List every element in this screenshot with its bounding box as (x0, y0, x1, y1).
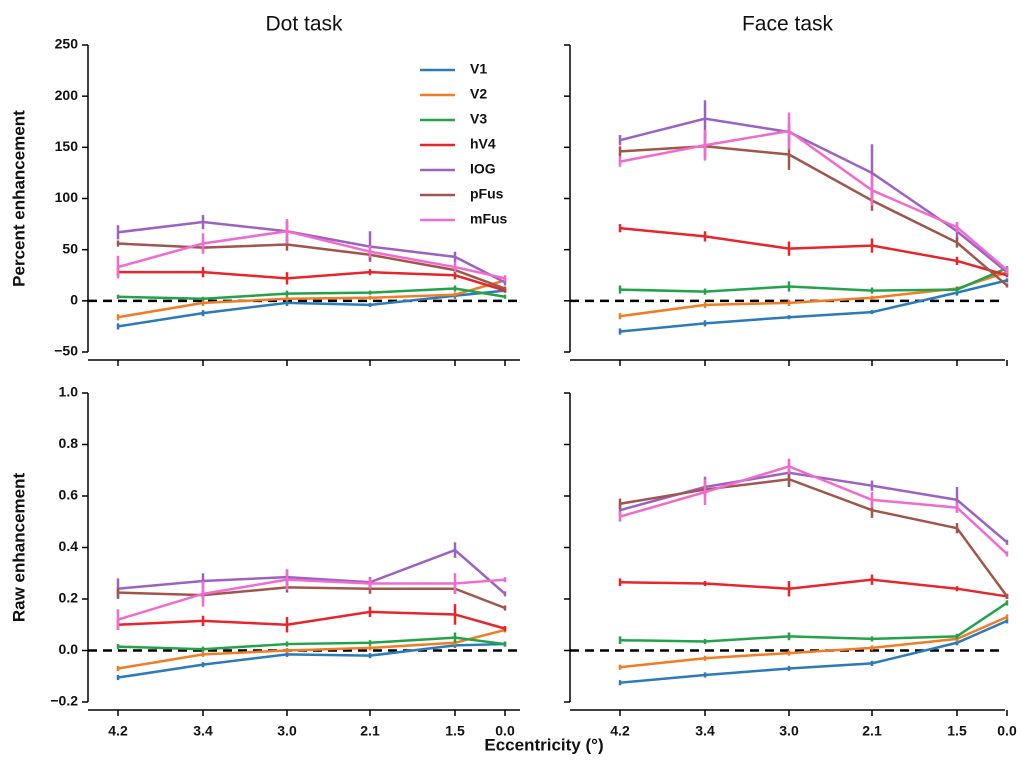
series-line (117, 628, 506, 670)
y-tick-label: 0.0 (59, 641, 79, 657)
y-tick-label: −50 (54, 343, 78, 359)
x-tick-label: 3.0 (277, 723, 297, 739)
series-line (619, 145, 1008, 287)
y-tick-label: 0.8 (59, 435, 79, 451)
y-tick-label: 1.0 (59, 384, 79, 400)
legend-label: IOG (470, 161, 496, 177)
series-line (117, 548, 506, 595)
y-tick-label: 0 (70, 292, 78, 308)
x-tick-label: 0.0 (997, 723, 1017, 739)
legend-label: pFus (470, 186, 504, 202)
series-line (619, 465, 1008, 555)
y-tick-label: −0.2 (50, 693, 78, 709)
series-line (619, 226, 1008, 277)
series-line (117, 642, 506, 679)
x-axis-label: Eccentricity (°) (484, 735, 603, 754)
x-tick-label: 4.2 (108, 723, 128, 739)
legend-label: V1 (470, 61, 487, 77)
y-axis-label: Raw enhancement (9, 473, 28, 623)
legend-label: mFus (470, 211, 508, 227)
series-line (619, 117, 1008, 274)
series-line (619, 477, 1009, 598)
series-line (619, 578, 1008, 598)
series-line (619, 129, 1008, 272)
x-tick-label: 2.1 (862, 723, 882, 739)
legend-label: V3 (470, 111, 487, 127)
series-line (619, 279, 1008, 333)
series-line (117, 287, 506, 301)
x-tick-label: 0.0 (495, 723, 515, 739)
y-tick-label: 150 (55, 138, 79, 154)
x-tick-label: 3.4 (193, 723, 213, 739)
y-tick-label: 100 (55, 189, 79, 205)
x-tick-label: 1.5 (445, 723, 465, 739)
y-tick-label: 0.6 (59, 487, 79, 503)
series-line (117, 279, 506, 319)
series-line (117, 289, 506, 328)
series-line (118, 270, 506, 292)
series-line (117, 229, 506, 280)
panel-title: Dot task (265, 13, 343, 36)
y-tick-label: 250 (55, 36, 79, 52)
series-line (117, 586, 506, 610)
series-line (619, 619, 1008, 684)
x-tick-label: 3.4 (695, 723, 715, 739)
series-line (619, 601, 1008, 643)
x-tick-label: 2.1 (360, 723, 380, 739)
series-line (117, 636, 506, 651)
y-tick-label: 200 (55, 87, 79, 103)
series-line (619, 615, 1008, 669)
x-tick-label: 3.0 (779, 723, 799, 739)
y-tick-label: 50 (62, 240, 78, 256)
series-line (619, 266, 1008, 293)
y-tick-label: 0.2 (59, 590, 79, 606)
series-line (117, 610, 506, 630)
x-tick-label: 4.2 (610, 723, 630, 739)
y-tick-label: 0.4 (59, 538, 79, 554)
series-line (117, 578, 506, 621)
series-line (117, 220, 506, 284)
y-axis-label: Percent enhancement (9, 110, 28, 287)
legend-label: hV4 (470, 136, 496, 152)
panel-title: Face task (742, 13, 834, 36)
legend-label: V2 (470, 86, 487, 102)
x-tick-label: 1.5 (947, 723, 967, 739)
